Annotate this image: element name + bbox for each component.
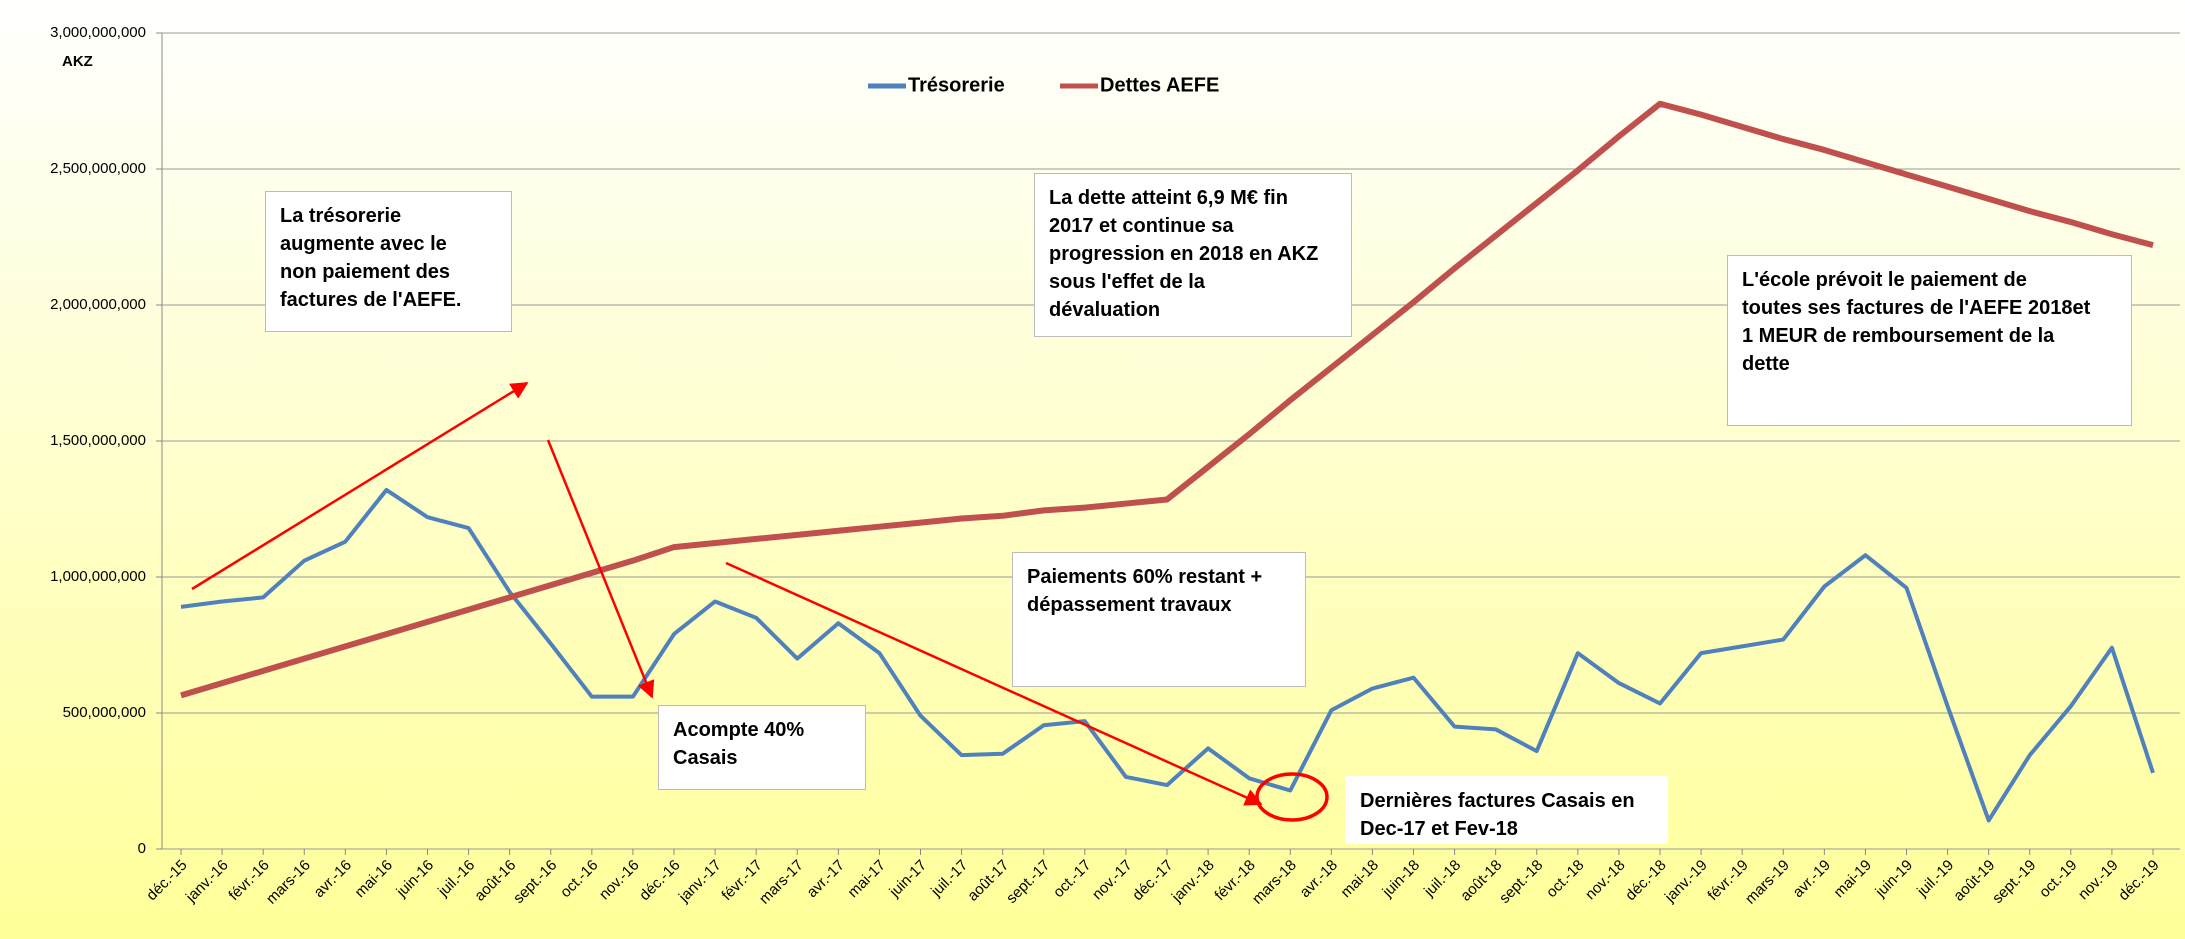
annotation-line: Paiements 60% restant + [1027,566,1263,588]
annotation-line: sous l'effet de la [1049,271,1205,293]
annotation-line: Casais [673,747,738,769]
legend-label: Dettes AEFE [1100,74,1219,96]
annotation-line: dépassement travaux [1027,594,1232,616]
arrow [546,439,655,699]
y-tick-label: 1,000,000,000 [50,568,146,585]
annotation-line: La trésorerie [280,205,402,227]
annotation-line: factures de l'AEFE. [280,289,462,311]
annotation-line: Dec-17 et Fev-18 [1360,818,1518,840]
annotation-line: 2017 et continue sa [1049,215,1234,237]
annotation-line: dette [1742,353,1790,375]
highlight-circle [1255,772,1329,822]
y-tick-label: 2,500,000,000 [50,160,146,177]
annotation-line: La dette atteint 6,9 M€ fin [1049,187,1288,209]
y-tick-label: 2,000,000,000 [50,296,146,313]
annotation-line: augmente avec le [280,233,447,255]
arrow [191,381,529,591]
y-tick-label: 3,000,000,000 [50,24,146,41]
annotation-line: 1 MEUR de remboursement de la [1742,325,2055,347]
annotation-line: dévaluation [1049,299,1161,321]
y-tick-label: 500,000,000 [63,704,146,721]
annotation-box: L'école prévoit le paiement de toutes ses… [1727,255,2132,426]
annotation-line: non paiement des [280,261,451,283]
annotation-box: Acompte 40% Casais [658,705,866,790]
annotation-line: Acompte 40% [673,719,805,741]
annotation-line: L'école prévoit le paiement de [1742,269,2027,291]
annotation-line: Dernières factures Casais en [1360,790,1635,812]
annotation-box: Dernières factures Casais en Dec-17 et Fe… [1345,776,1668,844]
y-unit-label: AKZ [62,53,93,70]
y-tick-label: 1,500,000,000 [50,432,146,449]
legend-label: Trésorerie [908,74,1005,96]
annotation-line: progression en 2018 en AKZ [1049,243,1319,265]
series-line [180,100,2154,699]
annotation-box: La dette atteint 6,9 M€ fin 2017 et conti… [1034,173,1352,337]
annotation-line: toutes ses factures de l'AEFE 2018et [1742,297,2091,319]
arrow [725,561,1263,806]
y-tick-label: 0 [138,840,146,857]
series-line [180,487,2155,823]
annotation-box: Paiements 60% restant + dépassement trava… [1012,552,1306,687]
annotation-box: La trésorerie augmente avec le non paiemen… [265,191,512,332]
